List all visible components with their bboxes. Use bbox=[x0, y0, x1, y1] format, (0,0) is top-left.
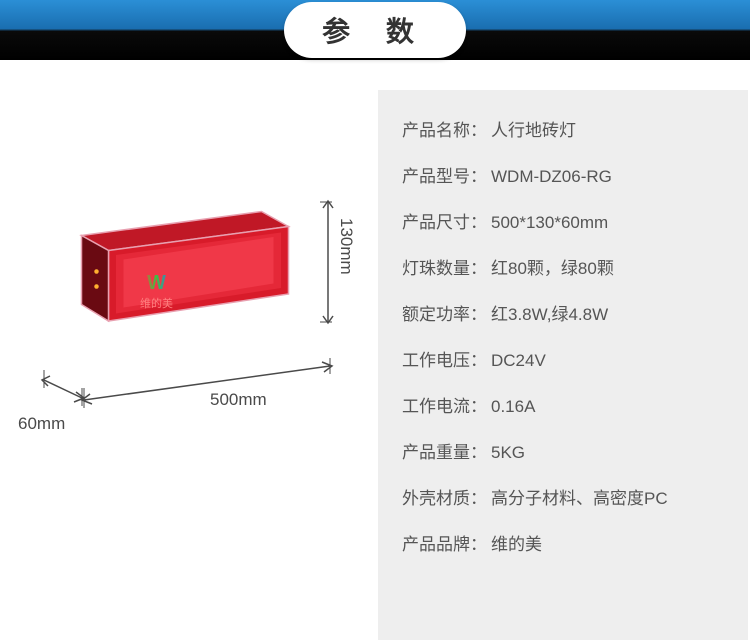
spec-row-weight: 产品重量： 5KG bbox=[402, 438, 728, 463]
spec-label: 工作电压： bbox=[402, 346, 487, 371]
header-title: 参 数 bbox=[322, 16, 428, 47]
spec-label: 产品品牌： bbox=[402, 530, 487, 555]
spec-row-material: 外壳材质： 高分子材料、高密度PC bbox=[402, 484, 728, 509]
spec-label: 产品尺寸： bbox=[402, 208, 487, 233]
spec-value: 高分子材料、高密度PC bbox=[491, 484, 668, 509]
spec-panel: 产品名称： 人行地砖灯 产品型号： WDM-DZ06-RG 产品尺寸： 500*… bbox=[378, 90, 748, 640]
header-title-badge: 参 数 bbox=[284, 2, 466, 58]
spec-row-voltage: 工作电压： DC24V bbox=[402, 346, 728, 371]
spec-value: 红3.8W,绿4.8W bbox=[491, 300, 608, 325]
spec-row-size: 产品尺寸： 500*130*60mm bbox=[402, 208, 728, 233]
spec-row-led-count: 灯珠数量： 红80颗，绿80颗 bbox=[402, 254, 728, 279]
spec-value: 红80颗，绿80颗 bbox=[491, 254, 614, 279]
product-figure: W 维的美 130mm 500mm bbox=[10, 180, 360, 500]
spec-value: 500*130*60mm bbox=[491, 213, 608, 233]
dim-line-length bbox=[78, 358, 338, 418]
spec-row-brand: 产品品牌： 维的美 bbox=[402, 530, 728, 555]
spec-label: 额定功率： bbox=[402, 300, 487, 325]
spec-row-current: 工作电流： 0.16A bbox=[402, 392, 728, 417]
spec-label: 产品型号： bbox=[402, 162, 487, 187]
product-image-panel: W 维的美 130mm 500mm bbox=[0, 60, 370, 640]
spec-label: 产品重量： bbox=[402, 438, 487, 463]
spec-row-power: 额定功率： 红3.8W,绿4.8W bbox=[402, 300, 728, 325]
content-area: W 维的美 130mm 500mm bbox=[0, 60, 750, 640]
product-brick-svg bbox=[38, 210, 326, 330]
spec-value: DC24V bbox=[491, 351, 546, 371]
spec-label: 外壳材质： bbox=[402, 484, 487, 509]
spec-value: WDM-DZ06-RG bbox=[491, 167, 612, 187]
spec-label: 灯珠数量： bbox=[402, 254, 487, 279]
dim-label-height: 130mm bbox=[336, 218, 356, 275]
spec-value: 5KG bbox=[491, 443, 525, 463]
spec-value: 人行地砖灯 bbox=[491, 116, 576, 141]
dim-label-length: 500mm bbox=[210, 390, 267, 410]
dim-line-width bbox=[38, 368, 98, 418]
spec-row-model: 产品型号： WDM-DZ06-RG bbox=[402, 162, 728, 187]
spec-label: 产品名称： bbox=[402, 116, 487, 141]
spec-row-name: 产品名称： 人行地砖灯 bbox=[402, 116, 728, 141]
spec-label: 工作电流： bbox=[402, 392, 487, 417]
header-band: 参 数 bbox=[0, 0, 750, 60]
dim-label-width: 60mm bbox=[18, 414, 65, 434]
spec-value: 维的美 bbox=[491, 530, 542, 555]
spec-value: 0.16A bbox=[491, 397, 535, 417]
